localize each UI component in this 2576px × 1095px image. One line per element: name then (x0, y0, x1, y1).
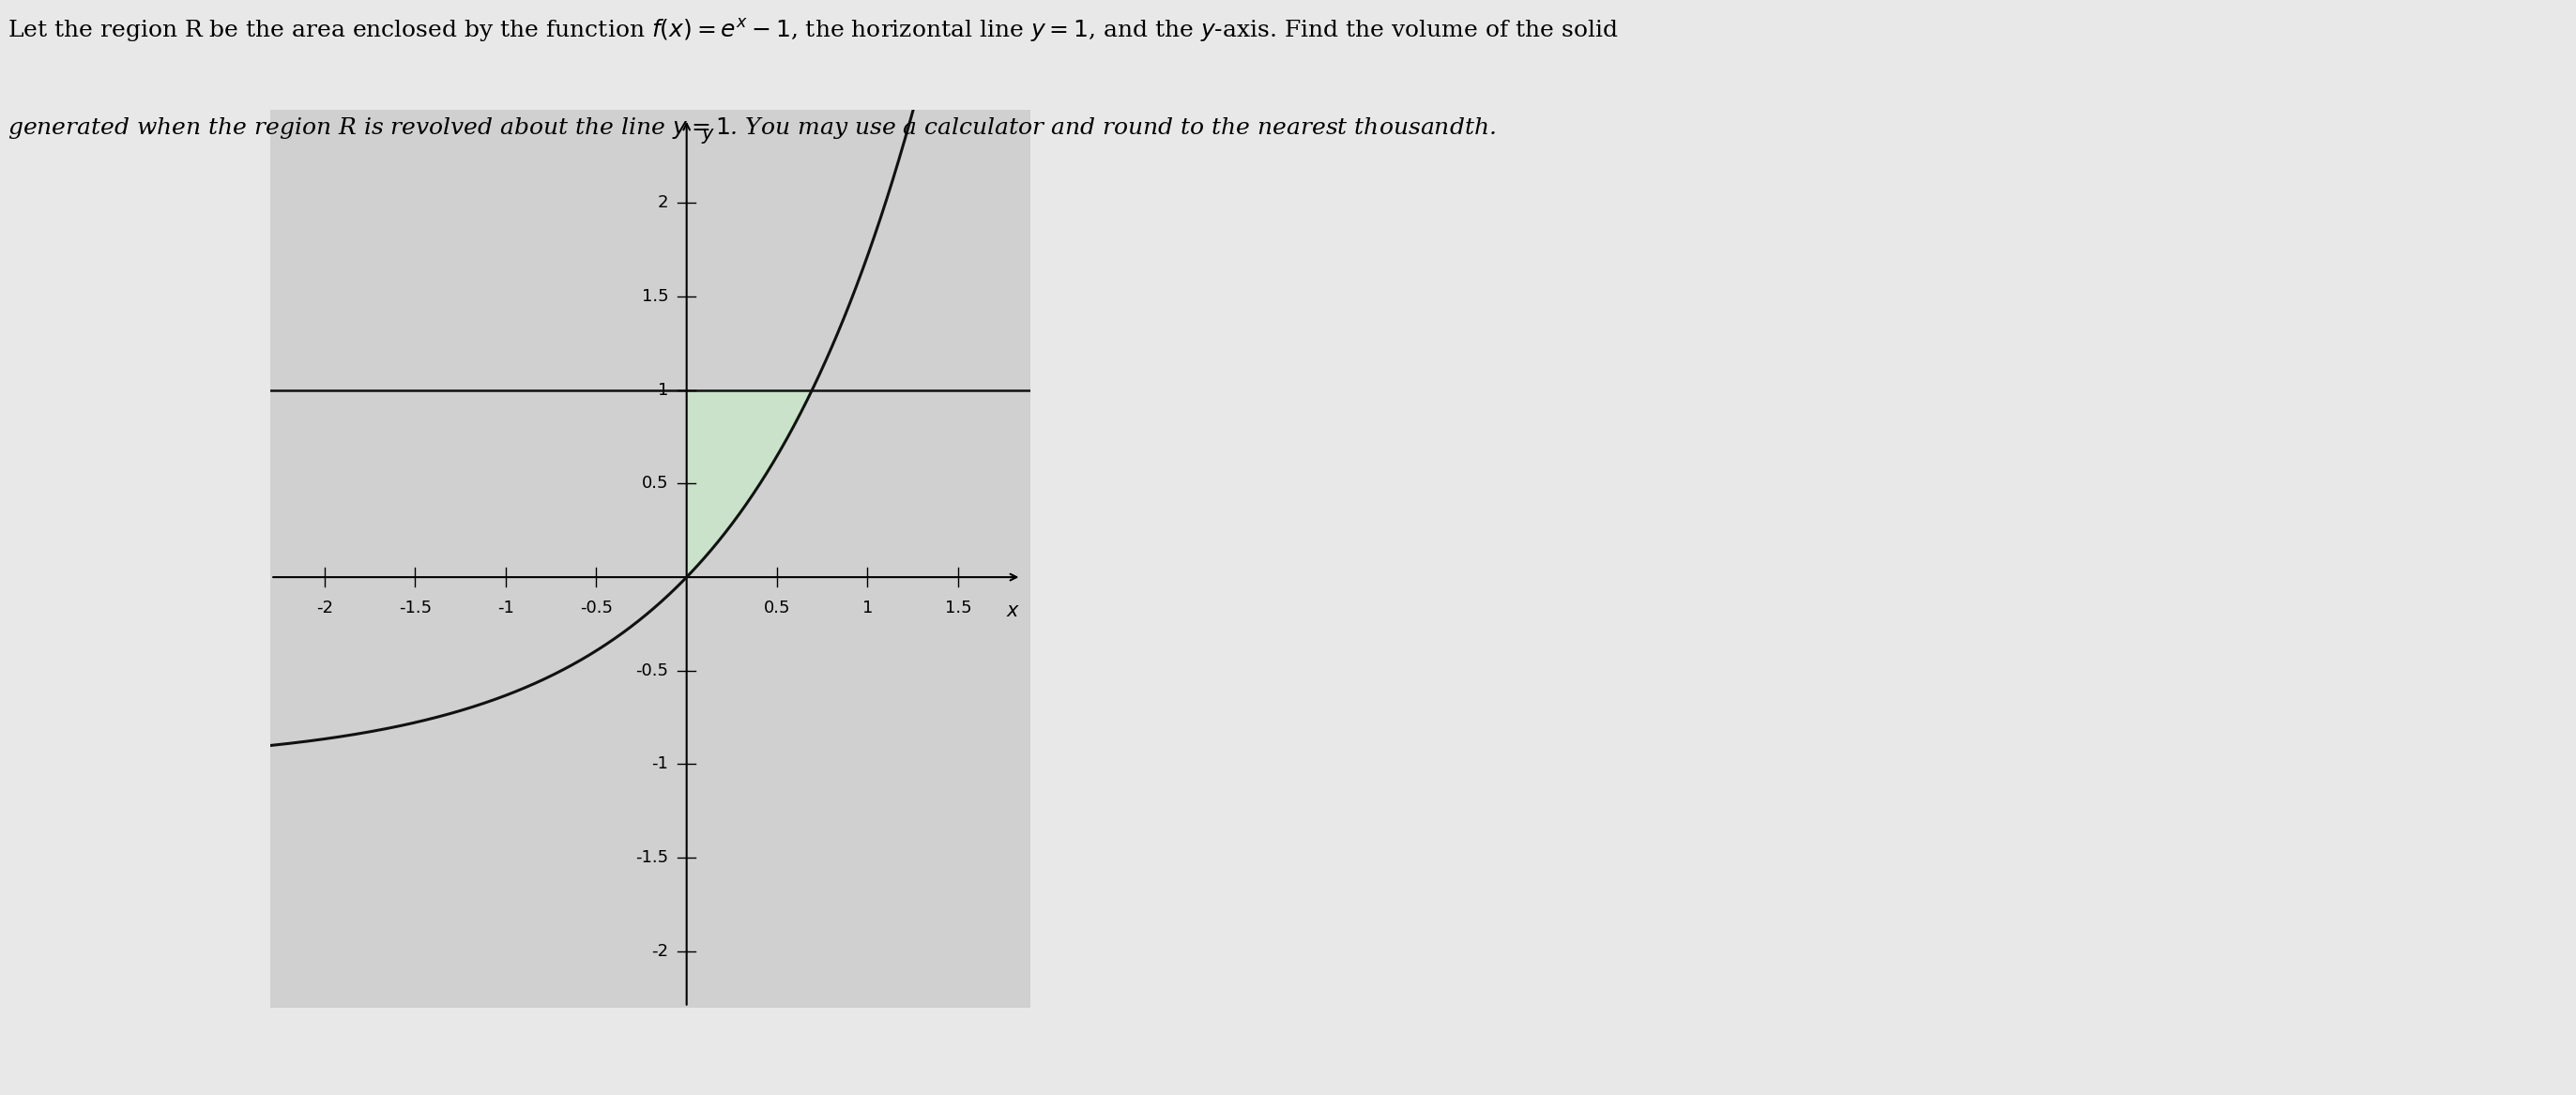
Text: Let the region R be the area enclosed by the function $f\left(x\right)=e^{x}-1$,: Let the region R be the area enclosed by… (8, 16, 1618, 44)
Text: -0.5: -0.5 (636, 662, 670, 679)
Text: 1: 1 (863, 600, 873, 616)
Text: -2: -2 (652, 943, 670, 959)
Text: 1: 1 (657, 382, 670, 399)
Text: 1.5: 1.5 (641, 288, 670, 306)
Text: -1.5: -1.5 (399, 600, 433, 616)
Text: 0.5: 0.5 (762, 600, 791, 616)
Text: y: y (701, 125, 714, 143)
Text: -1.5: -1.5 (636, 850, 670, 866)
Text: 2: 2 (657, 195, 670, 211)
Text: -1: -1 (652, 756, 670, 773)
Text: -0.5: -0.5 (580, 600, 613, 616)
Text: x: x (1007, 601, 1018, 620)
Text: -1: -1 (497, 600, 515, 616)
Text: generated when the region R is revolved about the line $y=1$. You may use a calc: generated when the region R is revolved … (8, 115, 1497, 140)
Text: -2: -2 (317, 600, 332, 616)
Text: 1.5: 1.5 (945, 600, 971, 616)
Text: 0.5: 0.5 (641, 475, 670, 492)
